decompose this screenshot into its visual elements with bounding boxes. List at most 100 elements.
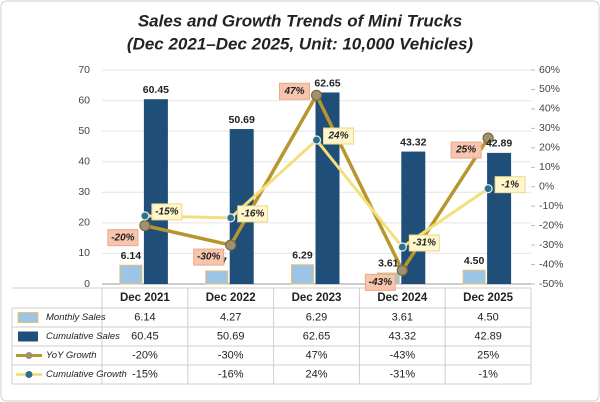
x-tick-label: Dec 2023 (292, 292, 342, 304)
legend-label: Monthly Sales (46, 312, 106, 323)
x-tick-label: Dec 2025 (463, 292, 513, 304)
y-tick-label: 70 (78, 64, 90, 76)
table-cell: 6.29 (306, 311, 327, 323)
line-marker (139, 220, 151, 232)
table-cell: 42.89 (474, 330, 502, 342)
bar (315, 92, 340, 284)
data-label: -16% (241, 208, 264, 219)
line-marker (396, 264, 408, 276)
bar (401, 151, 426, 284)
table-cell: 4.50 (477, 311, 498, 323)
table-cell: 60.45 (131, 330, 159, 342)
data-label: 25% (455, 145, 476, 156)
y2-tick-label: -40% (539, 258, 564, 270)
plot (119, 89, 512, 285)
legend-swatch (25, 352, 33, 359)
line-marker (225, 239, 237, 251)
data-label: 3.61 (378, 258, 399, 270)
table-cell: -1% (478, 368, 498, 380)
labels: Dec 2021 Dec 2022 Dec 2023 Dec 2024 Dec 2025… (16, 77, 526, 380)
table-cell: 24% (305, 368, 327, 380)
data-label: -43% (369, 277, 392, 288)
table-cell: 6.14 (134, 311, 155, 323)
line-marker (482, 132, 494, 144)
y2-tick-label: -20% (539, 219, 564, 231)
bar (119, 264, 143, 285)
data-label: 4.50 (464, 255, 485, 267)
y2-tick-label: -30% (539, 239, 564, 251)
y-tick-label: 20 (78, 217, 90, 229)
y2-tick-label: 30% (539, 122, 560, 134)
line-marker (226, 213, 236, 223)
bar (143, 99, 168, 285)
label-box (494, 176, 526, 194)
data-label: -30% (197, 252, 220, 263)
data-label: -20% (111, 232, 134, 243)
table-cell: -20% (132, 349, 158, 361)
data-label: -31% (413, 238, 436, 249)
data-label: 47% (283, 86, 304, 97)
y2-tick-label: 60% (539, 64, 560, 76)
bar (487, 152, 512, 284)
label-box (323, 127, 354, 145)
x-tick-label: Dec 2022 (206, 292, 256, 304)
legend-label: Cumulative Growth (46, 369, 127, 380)
legend-swatch (17, 312, 39, 323)
data-label: 43.32 (400, 136, 426, 148)
table-cell: -15% (132, 368, 158, 380)
y2-tick-label: -10% (539, 200, 564, 212)
data-label: 6.29 (292, 250, 313, 262)
chart-subtitle: (Dec 2021–Dec 2025, Unit: 10,000 Vehicle… (127, 34, 474, 53)
data-label: 50.69 (229, 114, 255, 126)
x-tick-label: Dec 2021 (120, 292, 170, 304)
label-box (237, 205, 269, 223)
y2-tick-label: 40% (539, 103, 560, 115)
table-cell: 47% (305, 349, 327, 361)
data-label: 24% (327, 131, 348, 142)
legend-label: Cumulative Sales (46, 331, 120, 342)
y-tick-label: 60 (78, 94, 90, 106)
table-cell: 62.65 (303, 330, 331, 342)
bar (205, 270, 229, 285)
table-cell: -43% (389, 349, 415, 361)
line-marker (397, 242, 407, 252)
y-tick-label: 10 (78, 247, 90, 259)
y-tick-label: 30 (78, 186, 90, 198)
table-cell: 4.27 (220, 311, 241, 323)
data-label: -1% (501, 179, 519, 190)
y-tick-label: 40 (78, 155, 90, 167)
line-marker (140, 211, 150, 221)
bar (462, 269, 486, 285)
table-cell: 3.61 (392, 311, 413, 323)
y2-tick-label: -50% (539, 278, 564, 290)
table-cell: -31% (389, 368, 415, 380)
line-marker (483, 184, 493, 194)
y2-tick-label: 0% (539, 181, 554, 193)
label-box (450, 141, 482, 159)
label-box (408, 234, 440, 252)
legend-label: YoY Growth (46, 350, 97, 361)
y2-tick-label: 50% (539, 83, 560, 95)
table-cell: 25% (477, 349, 499, 361)
bar (291, 264, 314, 285)
y2-tick-label: 10% (539, 161, 560, 173)
label-box (279, 82, 310, 100)
data-label: 6.14 (121, 250, 142, 262)
legend-swatch (25, 371, 33, 378)
line-marker (310, 89, 323, 101)
line-marker (311, 135, 322, 145)
y2-tick-label: 20% (539, 142, 560, 154)
x-tick-label: Dec 2024 (377, 292, 427, 304)
y-tick-label: 50 (78, 125, 90, 137)
table-cell: 50.69 (217, 330, 245, 342)
label-box (151, 203, 183, 221)
data-label: -15% (155, 207, 178, 218)
y-tick-label: 0 (84, 278, 90, 290)
table-cell: 43.32 (389, 330, 417, 342)
label-box (364, 273, 396, 291)
label-box (107, 229, 139, 247)
legend-swatch (18, 331, 38, 342)
data-label: 62.65 (314, 77, 340, 89)
data-label: 42.89 (486, 138, 512, 150)
